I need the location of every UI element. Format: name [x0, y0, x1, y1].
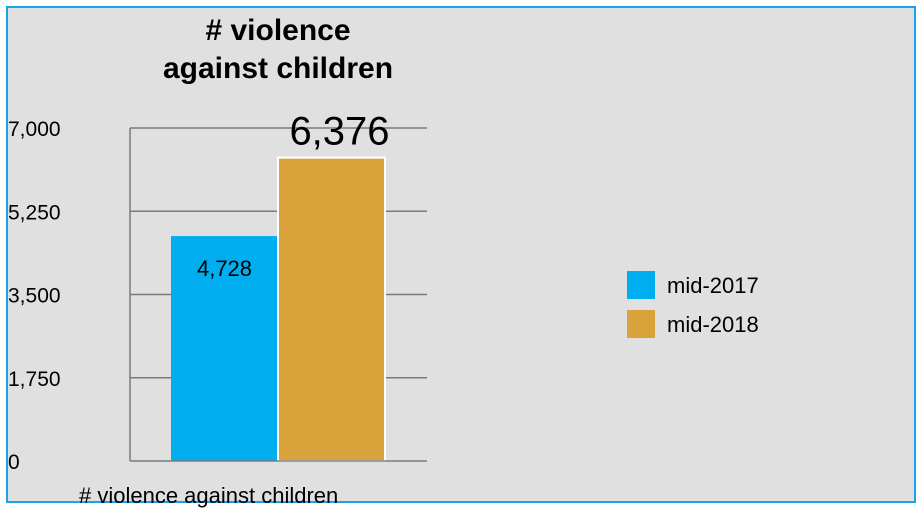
y-tick-label: 1,750 [8, 368, 61, 391]
y-tick-label: 0 [8, 451, 20, 474]
bar-mid-2018 [277, 156, 386, 462]
legend-swatch-mid-2017 [627, 271, 655, 299]
legend-swatch-mid-2018 [627, 310, 655, 338]
x-category-label: # violence against children [79, 483, 338, 508]
data-label-mid-2017: 4,728 [197, 256, 252, 281]
chart-frame [6, 6, 916, 503]
legend-label-mid-2017: mid-2017 [667, 273, 759, 298]
bar-mid-2017 [171, 236, 278, 461]
legend-label-mid-2018: mid-2018 [667, 312, 759, 337]
chart-title-line: against children [163, 52, 393, 85]
chart-title: # violence against children [163, 14, 393, 85]
y-tick-label: 5,250 [8, 201, 61, 224]
data-label-mid-2018: 6,376 [289, 110, 389, 154]
y-tick-labels: 0 1,750 3,500 5,250 7,000 [8, 118, 61, 474]
chart-title-line: # violence [205, 14, 350, 47]
bars [171, 156, 386, 462]
legend: mid-2017 mid-2018 [627, 271, 759, 338]
y-tick-label: 7,000 [8, 118, 61, 141]
y-tick-label: 3,500 [8, 285, 61, 308]
axes [129, 128, 427, 462]
data-labels: 4,728 6,376 [197, 110, 390, 281]
